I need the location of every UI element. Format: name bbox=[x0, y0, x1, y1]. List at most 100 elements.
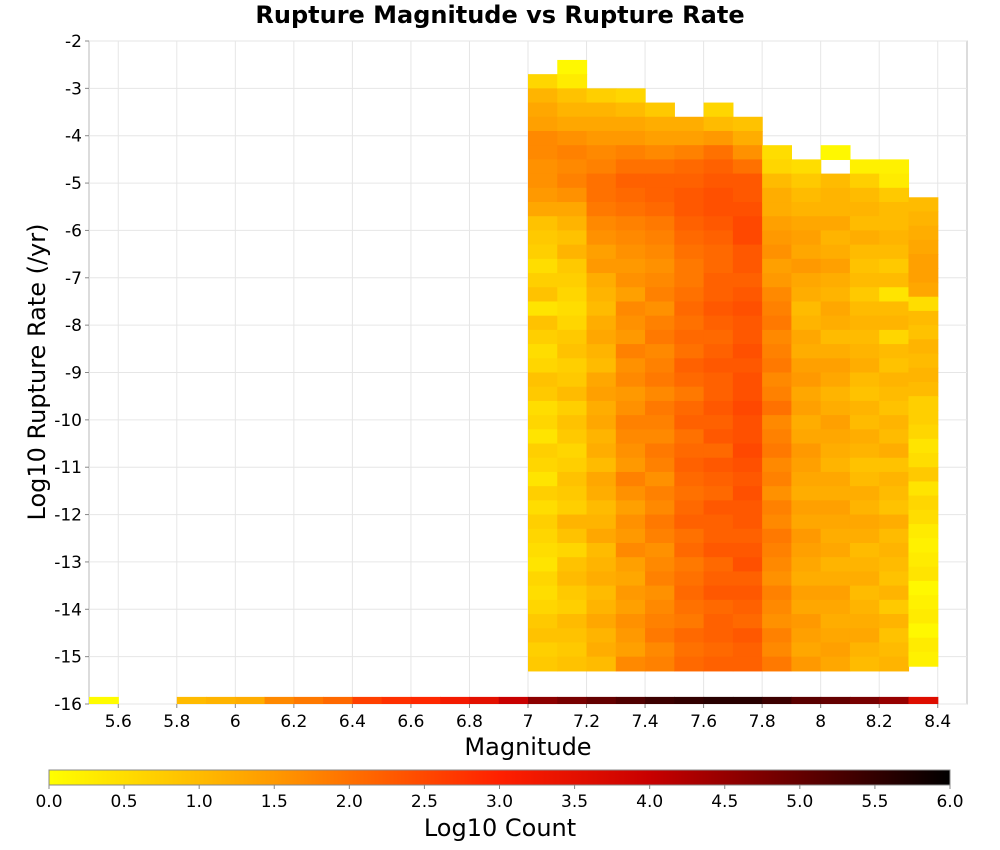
heatmap-cell bbox=[557, 557, 588, 572]
y-tick-label: -8 bbox=[65, 316, 82, 336]
heatmap-cell bbox=[645, 599, 675, 615]
heatmap-cell bbox=[820, 230, 851, 246]
colorbar-tick-label: 3.5 bbox=[561, 792, 588, 812]
x-tick-label: 7 bbox=[523, 712, 534, 732]
heatmap-cell bbox=[703, 287, 734, 303]
heatmap-cell bbox=[703, 642, 734, 658]
heatmap-cell bbox=[586, 130, 617, 146]
y-axis-ticks: -2 -3 -4 -5 -6 -7 -8 -9 -10 -11 -12 -13 -14 -15 -16 bbox=[54, 32, 89, 715]
heatmap-cell bbox=[645, 486, 675, 501]
heatmap-cell bbox=[762, 244, 792, 260]
heatmap-cell bbox=[586, 514, 617, 530]
heatmap-cell bbox=[820, 301, 851, 317]
heatmap-cell bbox=[908, 268, 939, 284]
heatmap-cell bbox=[645, 571, 675, 587]
heatmap-cell bbox=[645, 344, 675, 359]
heatmap-cell bbox=[908, 367, 939, 383]
heatmap-cell bbox=[557, 273, 588, 288]
heatmap-cell bbox=[674, 486, 705, 501]
y-tick-label: -11 bbox=[54, 458, 82, 478]
heatmap-cell bbox=[586, 202, 617, 217]
heatmap-cell bbox=[879, 599, 910, 615]
heatmap-cell bbox=[586, 287, 617, 303]
heatmap-cell bbox=[528, 287, 558, 303]
heatmap-cell bbox=[645, 443, 675, 459]
heatmap-cell bbox=[615, 457, 646, 473]
heatmap-cell bbox=[352, 696, 383, 704]
heatmap-cell bbox=[762, 429, 792, 445]
heatmap-cell bbox=[703, 202, 734, 217]
heatmap-cell bbox=[674, 571, 705, 587]
heatmap-cell bbox=[791, 400, 822, 416]
heatmap-cell bbox=[703, 471, 734, 487]
heatmap-cell bbox=[762, 202, 792, 217]
heatmap-cell bbox=[586, 400, 617, 416]
heatmap-cell bbox=[908, 339, 939, 355]
heatmap-cell bbox=[732, 244, 763, 260]
x-axis-label: Magnitude bbox=[464, 733, 591, 761]
heatmap-cell bbox=[820, 642, 851, 658]
heatmap-cell bbox=[615, 614, 646, 629]
heatmap-cell bbox=[732, 372, 763, 388]
heatmap-cell bbox=[820, 287, 851, 303]
heatmap-cell bbox=[791, 514, 822, 530]
heatmap-cell bbox=[586, 372, 617, 388]
heatmap-cell bbox=[586, 216, 617, 232]
heatmap-cell bbox=[557, 471, 588, 487]
heatmap-cell bbox=[703, 696, 734, 704]
heatmap-cell bbox=[791, 571, 822, 587]
heatmap-cell bbox=[879, 187, 910, 203]
heatmap-cell bbox=[674, 187, 705, 203]
heatmap-cell bbox=[586, 471, 617, 487]
heatmap-cell bbox=[615, 116, 646, 132]
heatmap-cell bbox=[762, 216, 792, 232]
heatmap-cell bbox=[820, 202, 851, 217]
heatmap-cell bbox=[820, 344, 851, 359]
heatmap-cell bbox=[703, 571, 734, 587]
heatmap-cell bbox=[645, 471, 675, 487]
heatmap-cell bbox=[703, 344, 734, 359]
heatmap-cell bbox=[732, 628, 763, 644]
heatmap-cell bbox=[791, 642, 822, 658]
heatmap-cell bbox=[732, 500, 763, 516]
heatmap-cell bbox=[879, 315, 910, 331]
heatmap-cell bbox=[791, 386, 822, 402]
heatmap-cell bbox=[528, 542, 558, 558]
heatmap-cell bbox=[674, 301, 705, 317]
heatmap-cell bbox=[849, 173, 880, 189]
heatmap-cell bbox=[879, 258, 910, 274]
heatmap-cell bbox=[762, 599, 792, 615]
heatmap-cell bbox=[674, 344, 705, 359]
heatmap-cell bbox=[528, 471, 558, 487]
heatmap-cell bbox=[879, 386, 910, 402]
heatmap-cell bbox=[615, 258, 646, 274]
heatmap-cell bbox=[849, 216, 880, 232]
heatmap-cell bbox=[703, 102, 734, 118]
heatmap-cell bbox=[791, 230, 822, 246]
heatmap-cell bbox=[323, 696, 353, 704]
heatmap-cell bbox=[703, 216, 734, 232]
heatmap-cell bbox=[674, 329, 705, 345]
heatmap-cell bbox=[732, 230, 763, 246]
heatmap-cell bbox=[762, 471, 792, 487]
heatmap-cell bbox=[615, 287, 646, 303]
heatmap-cell bbox=[586, 443, 617, 459]
heatmap-cell bbox=[703, 258, 734, 274]
colorbar-ticks: 0.0 0.5 1.0 1.5 2.0 2.5 3.0 3.5 4.0 4.5 5.0 5.5 6.0 bbox=[35, 785, 964, 812]
heatmap-cell bbox=[849, 358, 880, 374]
heatmap-cell bbox=[586, 429, 617, 445]
y-tick-label: -12 bbox=[54, 506, 82, 526]
heatmap-cell bbox=[586, 614, 617, 629]
heatmap-cell bbox=[557, 486, 588, 501]
heatmap-cell bbox=[849, 344, 880, 359]
heatmap-cell bbox=[586, 88, 617, 104]
heatmap-cell bbox=[879, 500, 910, 516]
heatmap-cell bbox=[615, 372, 646, 388]
heatmap-cell bbox=[732, 287, 763, 303]
heatmap-cell bbox=[703, 159, 734, 175]
heatmap-cell bbox=[528, 258, 558, 274]
heatmap-cell bbox=[615, 642, 646, 658]
heatmap-cell bbox=[674, 457, 705, 473]
heatmap-cell bbox=[879, 400, 910, 416]
heatmap-cell bbox=[586, 528, 617, 544]
